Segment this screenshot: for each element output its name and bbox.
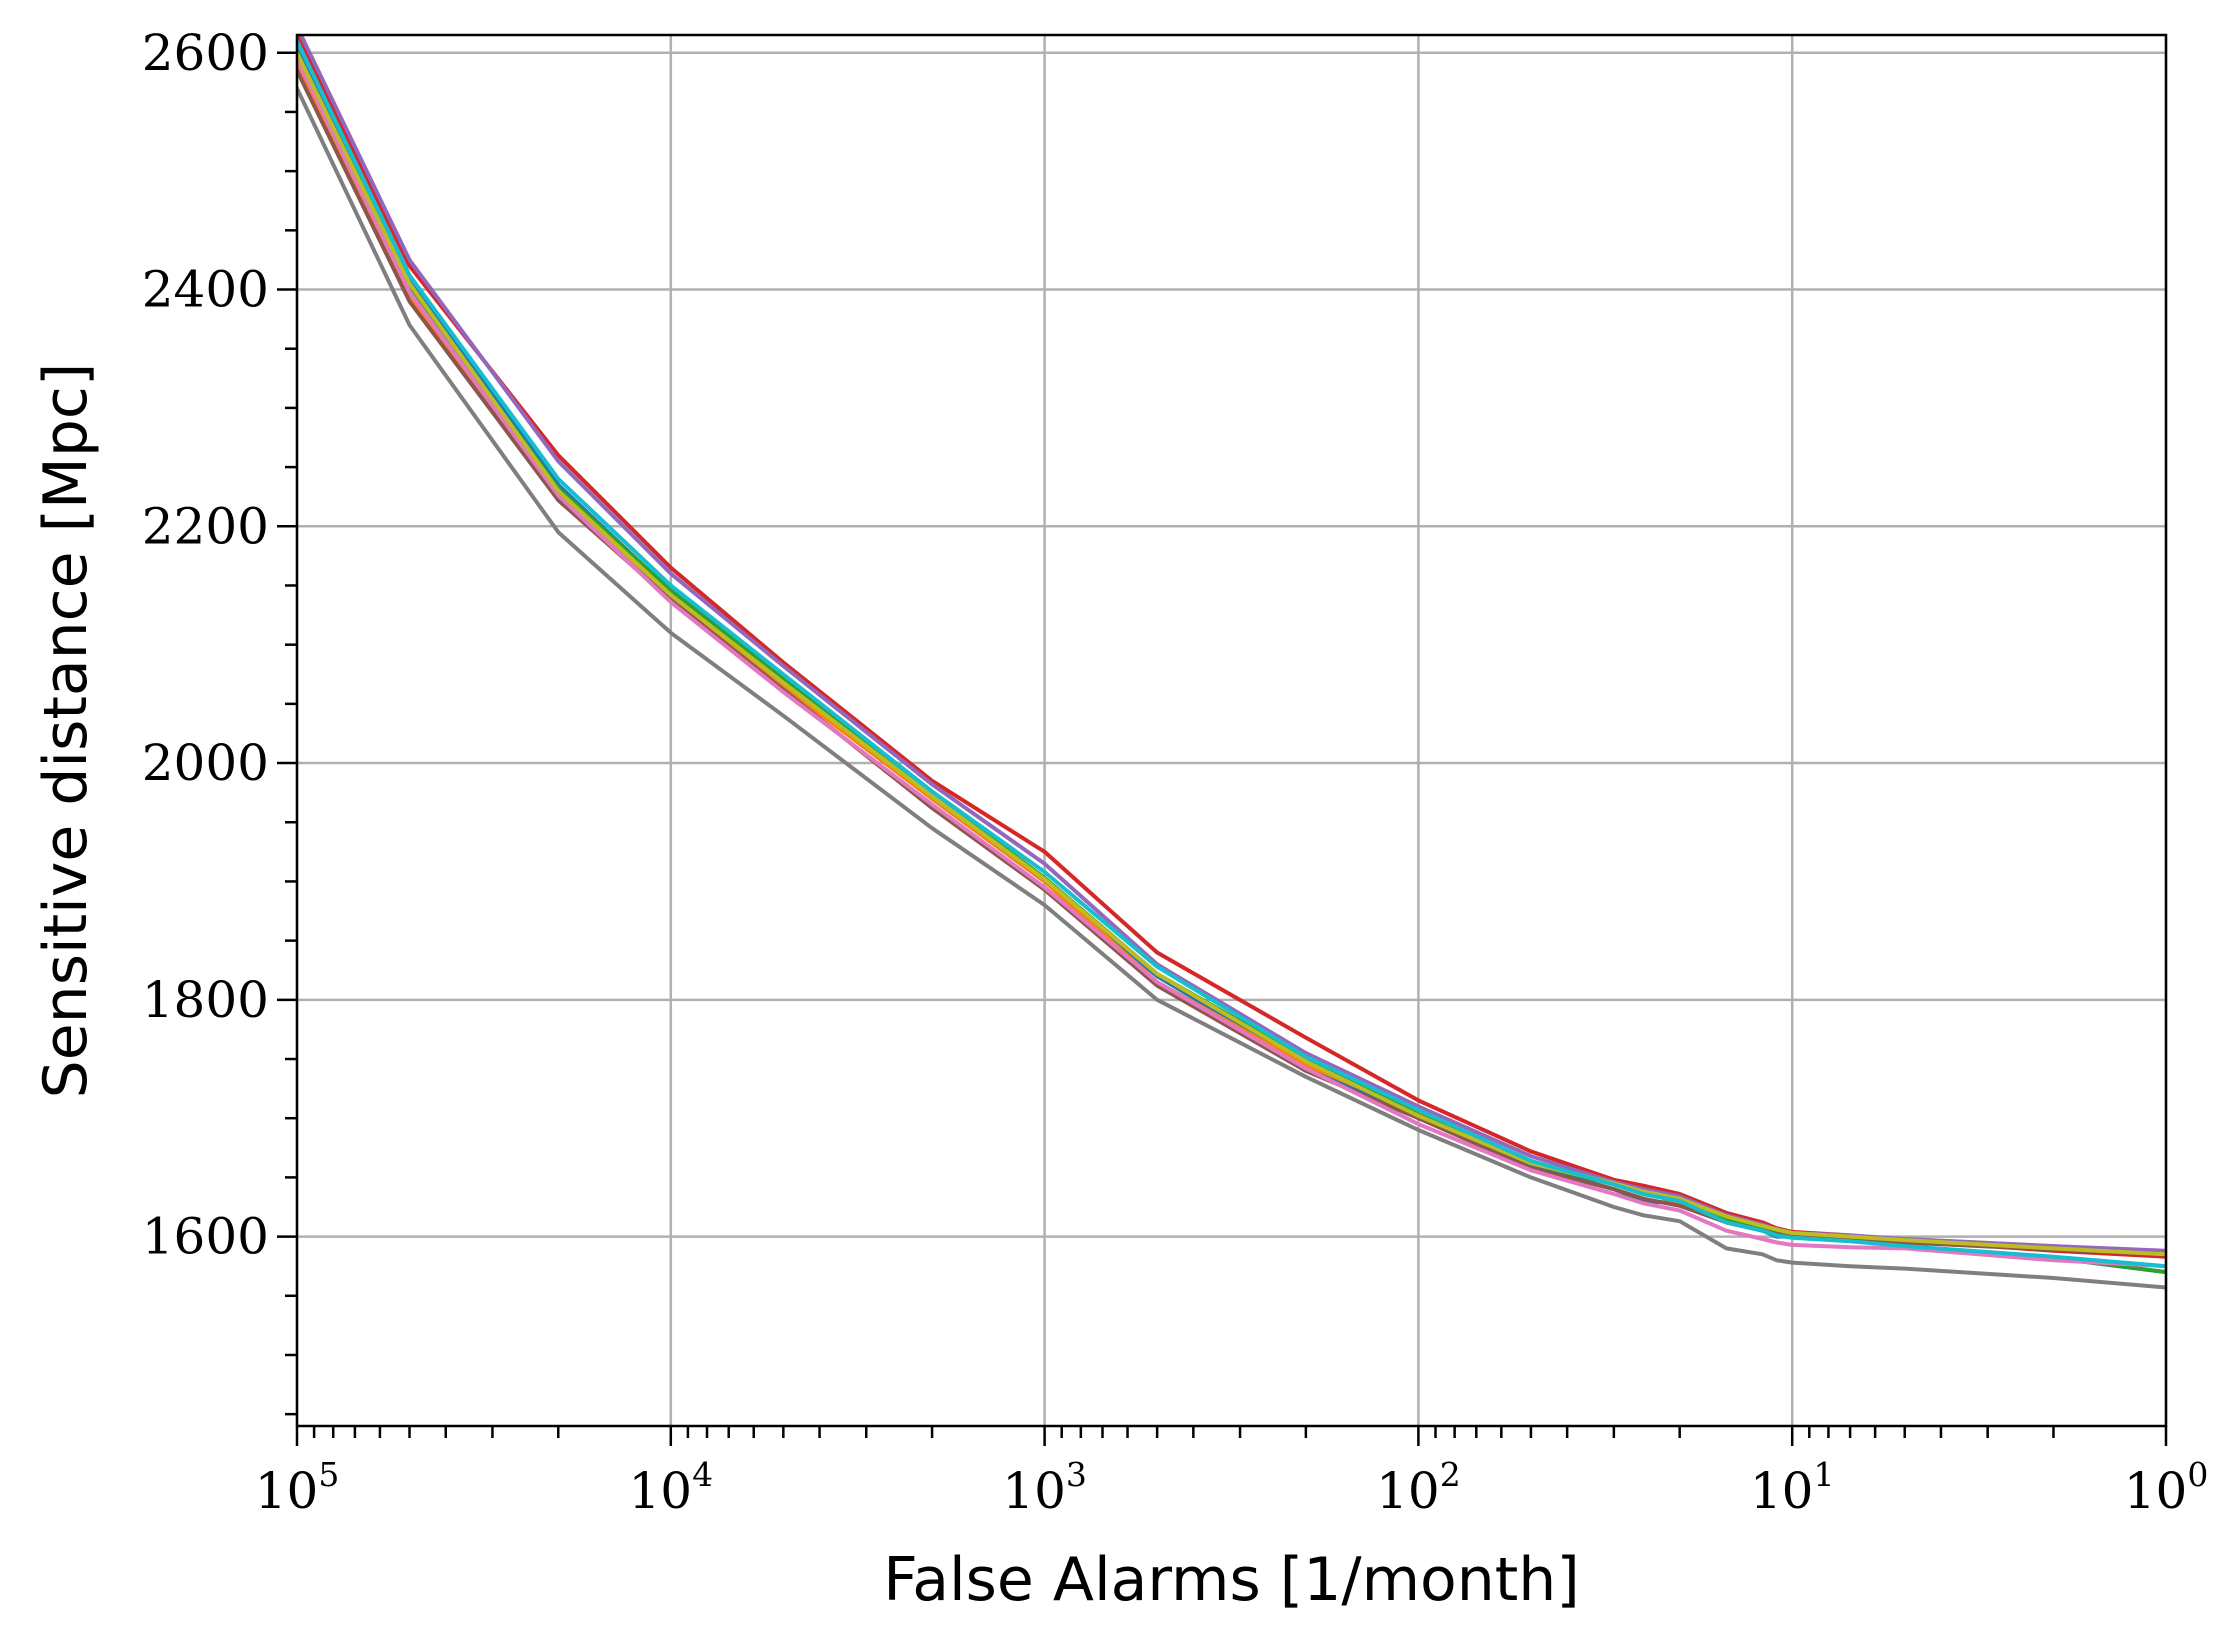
x-tick-label-4: 101 <box>1750 1455 1835 1520</box>
y-tick-label-4: 2400 <box>142 261 269 319</box>
series-line-5 <box>297 68 2166 1257</box>
series-line-1 <box>297 62 2166 1257</box>
series-line-8 <box>297 50 2166 1257</box>
plot-frame <box>295 33 2168 1428</box>
series-line-4 <box>298 35 2166 1253</box>
y-tick-label-2: 2000 <box>142 734 269 792</box>
series-line-7 <box>297 86 2166 1290</box>
series-line-2 <box>297 50 2166 1275</box>
series-line-9 <box>297 38 2166 1269</box>
series-line-6 <box>297 56 2166 1269</box>
y-tick-label-5: 2600 <box>142 24 269 82</box>
tick-labels: 105 104 103 102 101 100 1600 1800 2000 2200 2400 26… <box>142 24 2209 1520</box>
x-tick-label-5: 100 <box>2124 1455 2209 1520</box>
x-tick-label-3: 102 <box>1376 1455 1461 1520</box>
x-axis-label: False Alarms [1/month] <box>883 1545 1580 1615</box>
x-tick-label-0: 105 <box>255 1455 340 1520</box>
x-tick-label-2: 103 <box>1002 1455 1087 1520</box>
y-tick-label-3: 2200 <box>142 497 269 555</box>
grid <box>295 35 2168 1426</box>
series-line-3 <box>297 35 2166 1259</box>
series-lines <box>297 35 2166 1290</box>
series-line-0 <box>297 44 2166 1275</box>
x-tick-label-1: 104 <box>628 1455 713 1520</box>
axis-ticks <box>277 51 2168 1446</box>
y-axis-label: Sensitive distance [Mpc] <box>31 363 101 1099</box>
y-tick-label-0: 1600 <box>142 1208 269 1266</box>
y-tick-label-1: 1800 <box>142 971 269 1029</box>
